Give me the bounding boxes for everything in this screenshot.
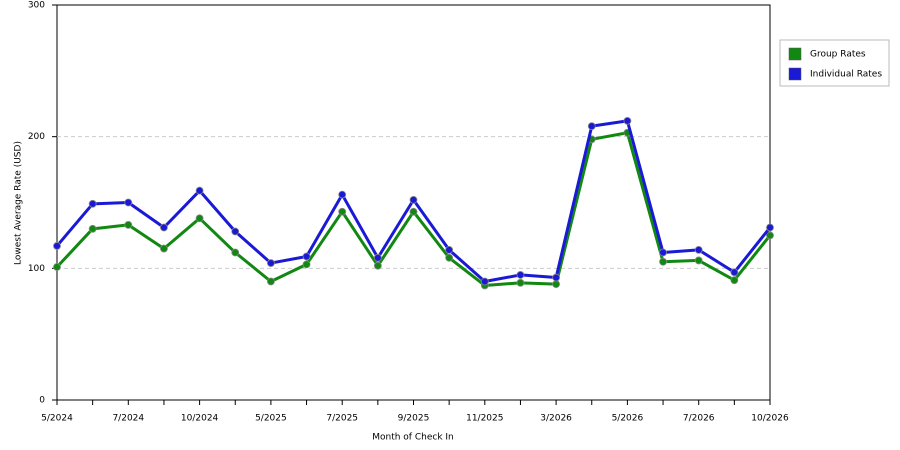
data-point	[409, 195, 418, 204]
data-point	[445, 253, 454, 262]
data-point	[552, 280, 560, 289]
data-point	[124, 220, 133, 229]
x-tick-label: 9/2025	[398, 414, 430, 424]
x-tick-label: 7/2025	[326, 414, 358, 424]
data-point	[516, 278, 525, 287]
x-tick-label: 5/2025	[255, 414, 287, 424]
data-point	[231, 248, 240, 257]
data-point	[659, 248, 667, 257]
data-point	[160, 244, 168, 253]
y-tick-label: 300	[28, 1, 45, 11]
data-point	[409, 207, 418, 216]
legend-swatch	[788, 67, 802, 81]
data-point	[587, 122, 596, 131]
data-point	[266, 277, 275, 286]
legend-label: Individual Rates	[810, 70, 882, 80]
data-point	[53, 242, 61, 250]
data-point	[88, 199, 97, 208]
y-tick-label: 100	[28, 264, 45, 274]
y-tick-label: 200	[28, 132, 45, 142]
data-point	[266, 259, 275, 267]
data-point	[480, 277, 489, 286]
data-point	[766, 223, 774, 232]
data-point	[373, 261, 382, 270]
data-point	[338, 207, 347, 216]
data-point	[302, 260, 311, 269]
data-point	[195, 214, 204, 223]
data-point	[623, 116, 632, 125]
legend-swatch	[788, 47, 802, 61]
x-tick-label: 7/2026	[683, 414, 715, 424]
x-tick-label: 11/2025	[466, 414, 503, 424]
data-point	[338, 190, 347, 199]
data-point	[373, 253, 382, 262]
data-point	[516, 271, 525, 279]
data-point	[195, 186, 204, 195]
y-axis-label: Lowest Average Rate (USD)	[14, 141, 24, 265]
data-point	[88, 224, 97, 233]
x-tick-label: 5/2024	[41, 414, 73, 424]
data-point	[694, 245, 703, 254]
data-point	[659, 257, 667, 266]
x-tick-label: 10/2024	[181, 414, 219, 424]
data-point	[231, 227, 240, 236]
data-point	[53, 263, 61, 271]
data-point	[160, 223, 168, 232]
legend-label: Group Rates	[810, 50, 866, 60]
x-tick-label: 3/2026	[540, 414, 572, 424]
data-point	[302, 252, 311, 261]
data-point	[124, 198, 133, 207]
y-tick-label: 0	[39, 396, 45, 406]
x-axis-label: Month of Check In	[372, 433, 454, 443]
data-point	[694, 256, 703, 265]
x-tick-label: 10/2026	[751, 414, 789, 424]
data-point	[730, 276, 739, 285]
x-tick-label: 5/2026	[612, 414, 644, 424]
data-point	[730, 268, 739, 277]
data-point	[552, 273, 560, 282]
data-point	[445, 245, 454, 254]
data-point	[766, 231, 774, 240]
x-tick-label: 7/2024	[112, 414, 144, 424]
